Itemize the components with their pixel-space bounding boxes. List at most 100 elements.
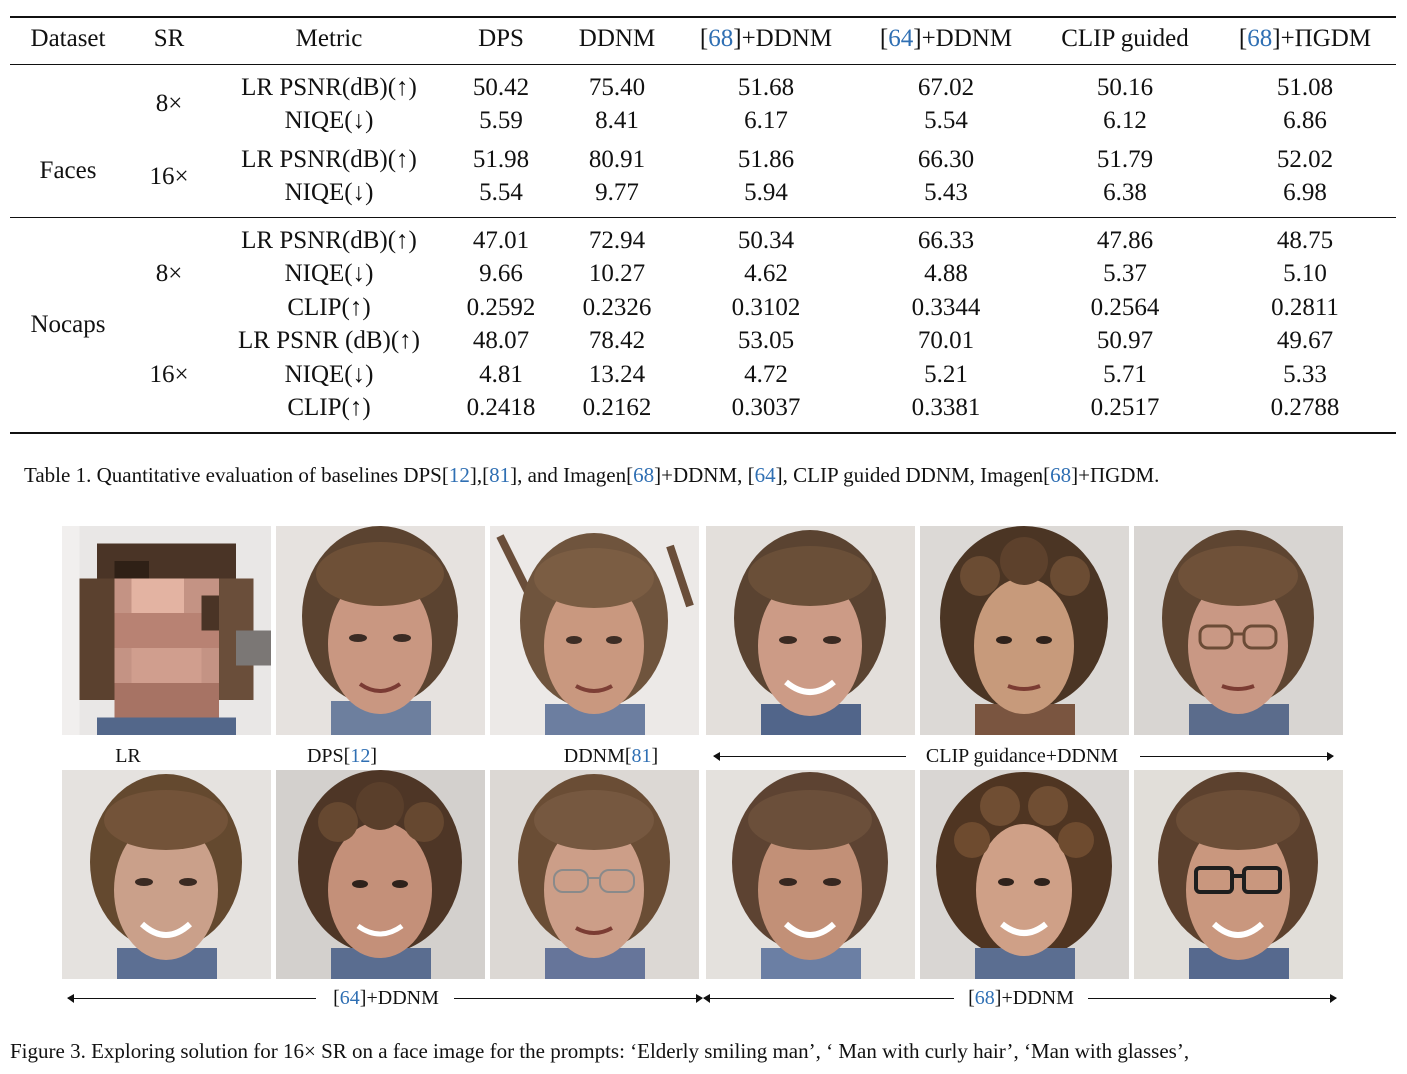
face-image: [490, 770, 699, 979]
metric-label: LR PSNR(dB)(↑): [241, 74, 417, 101]
table-top-rule: [10, 16, 1396, 18]
ref-link-64[interactable]: 64: [339, 987, 360, 1009]
face-image: [62, 770, 271, 979]
table-cell: 50.34: [737, 227, 795, 254]
photo-lr: [62, 526, 271, 735]
table-cell: 51.79: [1096, 146, 1154, 173]
arrow-left-64: [67, 994, 316, 1003]
table-cell: 75.40: [588, 74, 646, 101]
header-text: ]+DDNM: [733, 25, 833, 52]
table-cell: 6.86: [1283, 107, 1327, 134]
photo-68-curly: [920, 770, 1129, 979]
pixelated-face-image: [62, 526, 271, 735]
table-cell: 6.17: [744, 107, 788, 134]
photo-clip-elderly: [706, 526, 915, 735]
photo-ddnm: [490, 526, 699, 735]
table-bottom-rule: [10, 432, 1396, 434]
table-cell: 4.81: [479, 361, 523, 388]
metric-label: LR PSNR(dB)(↑): [241, 227, 417, 254]
table-caption: Table 1. Quantitative evaluation of base…: [24, 463, 1160, 487]
header-text: ]+ΠGDM: [1272, 25, 1372, 52]
table-header-rule: [10, 64, 1396, 65]
table-group-rule: [10, 217, 1396, 218]
table-cell: 66.30: [917, 146, 975, 173]
table-cell: 13.24: [588, 361, 646, 388]
header-sr: SR: [153, 25, 185, 52]
table-cell: 9.66: [479, 260, 523, 287]
table-cell: 78.42: [588, 327, 646, 354]
ref-link-12[interactable]: 12: [350, 745, 371, 767]
header-64-ddnm: [64]+DDNM: [879, 25, 1013, 52]
table-cell: 48.75: [1276, 227, 1334, 254]
header-68-ddnm: [68]+DDNM: [699, 25, 833, 52]
sr-faces-16x: 16×: [149, 163, 189, 190]
table-cell: 0.2418: [466, 394, 536, 421]
label-clip-guidance: CLIP guidance+DDNM: [925, 745, 1119, 767]
photo-68-glasses: [1134, 770, 1343, 979]
photo-64-curly: [276, 770, 485, 979]
photo-68-elderly: [706, 770, 915, 979]
table-cell: 80.91: [588, 146, 646, 173]
figure-caption: Figure 3. Exploring solution for 16× SR …: [10, 1039, 1190, 1063]
table-cell: 0.2517: [1090, 394, 1160, 421]
table-cell: 49.67: [1276, 327, 1334, 354]
table-cell: 6.12: [1103, 107, 1147, 134]
ref-link-81[interactable]: 81: [489, 463, 511, 487]
photo-64-glasses: [490, 770, 699, 979]
face-image: [920, 526, 1129, 735]
sr-nocaps-8x: 8×: [155, 260, 183, 287]
header-dataset: Dataset: [30, 25, 106, 52]
ref-link-68[interactable]: 68: [974, 987, 995, 1009]
table-cell: 4.88: [924, 260, 968, 287]
table-cell: 0.2326: [582, 294, 652, 321]
ref-link[interactable]: 68: [1247, 25, 1273, 52]
table-cell: 0.2564: [1090, 294, 1160, 321]
ref-link-68[interactable]: 68: [633, 463, 655, 487]
face-image: [1134, 526, 1343, 735]
metric-label: NIQE(↓): [284, 107, 374, 134]
table-cell: 72.94: [588, 227, 646, 254]
ref-link-81[interactable]: 81: [631, 745, 652, 767]
table-cell: 4.62: [744, 260, 788, 287]
table-cell: 4.72: [744, 361, 788, 388]
face-image: [920, 770, 1129, 979]
table-cell: 67.02: [917, 74, 975, 101]
table-cell: 0.3344: [911, 294, 981, 321]
face-image: [276, 526, 485, 735]
table-cell: 5.71: [1103, 361, 1147, 388]
table-cell: 5.33: [1283, 361, 1327, 388]
table-cell: 0.2788: [1270, 394, 1340, 421]
arrow-left-68: [703, 994, 954, 1003]
ref-link[interactable]: 68: [708, 25, 734, 52]
table-cell: 0.2811: [1271, 294, 1339, 321]
face-image: [1134, 770, 1343, 979]
table-cell: 47.01: [472, 227, 530, 254]
table-cell: 52.02: [1276, 146, 1334, 173]
table-cell: 8.41: [595, 107, 639, 134]
header-clip-guided: CLIP guided: [1061, 25, 1189, 52]
header-ddnm: DDNM: [578, 25, 656, 52]
table-cell: 0.3037: [731, 394, 801, 421]
label-lr: LR: [115, 745, 141, 767]
face-image: [706, 526, 915, 735]
table-cell: 51.08: [1276, 74, 1334, 101]
metric-label: CLIP(↑): [287, 394, 371, 421]
table-cell: 5.43: [924, 179, 968, 206]
header-68-pigdm: [68]+ΠGDM: [1238, 25, 1372, 52]
metric-label: NIQE(↓): [284, 179, 374, 206]
photo-clip-glasses: [1134, 526, 1343, 735]
metric-label: NIQE(↓): [284, 260, 374, 287]
dataset-faces: Faces: [39, 157, 97, 184]
table-cell: 51.98: [472, 146, 530, 173]
ref-link-68[interactable]: 68: [1050, 463, 1072, 487]
ref-link[interactable]: 64: [888, 25, 914, 52]
table-cell: 47.86: [1096, 227, 1154, 254]
metric-label: NIQE(↓): [284, 361, 374, 388]
table-cell: 5.37: [1103, 260, 1147, 287]
photo-64-elderly: [62, 770, 271, 979]
header-text: ]+DDNM: [913, 25, 1013, 52]
ref-link-64[interactable]: 64: [754, 463, 776, 487]
table-cell: 10.27: [588, 260, 646, 287]
ref-link-12[interactable]: 12: [448, 463, 470, 487]
table-cell: 5.54: [924, 107, 968, 134]
